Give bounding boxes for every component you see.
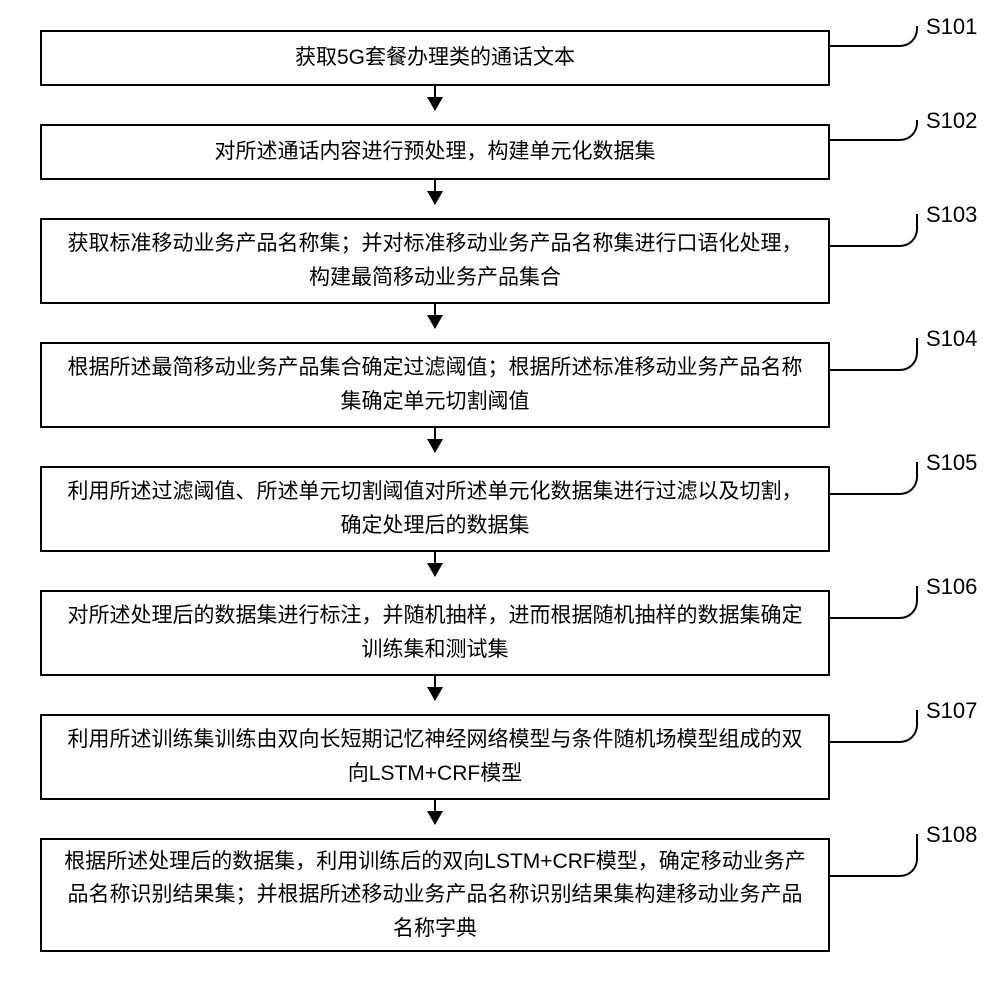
step-row: 利用所述过滤阈值、所述单元切割阈值对所述单元化数据集进行过滤以及切割，确定处理后… [40, 466, 952, 552]
arrow-wrap [40, 800, 830, 838]
step-text: 利用所述训练集训练由双向长短期记忆神经网络模型与条件随机场模型组成的双向LSTM… [62, 723, 808, 790]
connector [828, 120, 918, 141]
arrow-down-icon [434, 86, 436, 110]
step-row: 对所述处理后的数据集进行标注，并随机抽样，进而根据随机抽样的数据集确定训练集和测… [40, 590, 952, 676]
connector [828, 462, 918, 495]
arrow-wrap [40, 676, 830, 714]
step-label-s104: S104 [926, 326, 977, 352]
arrow-wrap [40, 552, 830, 590]
step-row: 对所述通话内容进行预处理，构建单元化数据集 S102 [40, 124, 952, 180]
arrow-down-icon [434, 552, 436, 576]
step-box-s108: 根据所述处理后的数据集，利用训练后的双向LSTM+CRF模型，确定移动业务产品名… [40, 838, 830, 952]
step-label-s106: S106 [926, 574, 977, 600]
step-row: 根据所述最简移动业务产品集合确定过滤阈值；根据所述标准移动业务产品名称集确定单元… [40, 342, 952, 428]
step-text: 利用所述过滤阈值、所述单元切割阈值对所述单元化数据集进行过滤以及切割，确定处理后… [62, 475, 808, 542]
step-label-s107: S107 [926, 698, 977, 724]
step-text: 对所述通话内容进行预处理，构建单元化数据集 [215, 135, 656, 169]
step-box-s107: 利用所述训练集训练由双向长短期记忆神经网络模型与条件随机场模型组成的双向LSTM… [40, 714, 830, 800]
step-text: 获取标准移动业务产品名称集；并对标准移动业务产品名称集进行口语化处理，构建最简移… [62, 227, 808, 294]
connector [828, 834, 918, 877]
step-label-s102: S102 [926, 108, 977, 134]
step-row: 获取5G套餐办理类的通话文本 S101 [40, 30, 952, 86]
step-row: 根据所述处理后的数据集，利用训练后的双向LSTM+CRF模型，确定移动业务产品名… [40, 838, 952, 952]
arrow-down-icon [434, 800, 436, 824]
arrow-wrap [40, 428, 830, 466]
step-text: 对所述处理后的数据集进行标注，并随机抽样，进而根据随机抽样的数据集确定训练集和测… [62, 599, 808, 666]
connector [828, 214, 918, 247]
step-box-s103: 获取标准移动业务产品名称集；并对标准移动业务产品名称集进行口语化处理，构建最简移… [40, 218, 830, 304]
step-box-s105: 利用所述过滤阈值、所述单元切割阈值对所述单元化数据集进行过滤以及切割，确定处理后… [40, 466, 830, 552]
arrow-wrap [40, 180, 830, 218]
step-box-s101: 获取5G套餐办理类的通话文本 [40, 30, 830, 86]
step-box-s102: 对所述通话内容进行预处理，构建单元化数据集 [40, 124, 830, 180]
arrow-down-icon [434, 428, 436, 452]
step-text: 获取5G套餐办理类的通话文本 [295, 41, 575, 75]
connector [828, 586, 918, 619]
arrow-down-icon [434, 180, 436, 204]
arrow-down-icon [434, 304, 436, 328]
step-label-s101: S101 [926, 14, 977, 40]
step-text: 根据所述处理后的数据集，利用训练后的双向LSTM+CRF模型，确定移动业务产品名… [62, 845, 808, 946]
step-box-s104: 根据所述最简移动业务产品集合确定过滤阈值；根据所述标准移动业务产品名称集确定单元… [40, 342, 830, 428]
step-row: 利用所述训练集训练由双向长短期记忆神经网络模型与条件随机场模型组成的双向LSTM… [40, 714, 952, 800]
step-text: 根据所述最简移动业务产品集合确定过滤阈值；根据所述标准移动业务产品名称集确定单元… [62, 351, 808, 418]
connector [828, 338, 918, 371]
arrow-wrap [40, 304, 830, 342]
connector [828, 710, 918, 743]
arrow-wrap [40, 86, 830, 124]
step-box-s106: 对所述处理后的数据集进行标注，并随机抽样，进而根据随机抽样的数据集确定训练集和测… [40, 590, 830, 676]
step-label-s103: S103 [926, 202, 977, 228]
arrow-down-icon [434, 676, 436, 700]
step-row: 获取标准移动业务产品名称集；并对标准移动业务产品名称集进行口语化处理，构建最简移… [40, 218, 952, 304]
flowchart: 获取5G套餐办理类的通话文本 S101 对所述通话内容进行预处理，构建单元化数据… [40, 30, 952, 952]
step-label-s105: S105 [926, 450, 977, 476]
step-label-s108: S108 [926, 822, 977, 848]
connector [828, 26, 918, 47]
